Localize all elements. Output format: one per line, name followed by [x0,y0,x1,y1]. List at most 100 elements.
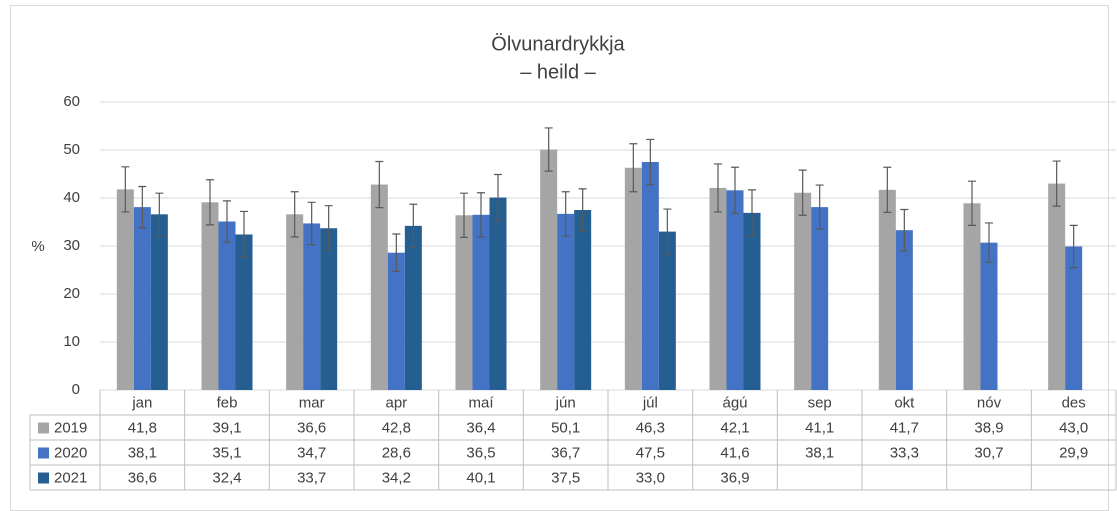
x-tick-label: jan [131,394,152,411]
error-bar [968,180,976,226]
table-value: 50,1 [551,419,580,436]
bar [235,234,253,390]
error-bar [206,179,214,226]
x-tick-label: ágú [722,394,747,411]
table-value: 29,9 [1059,444,1088,461]
bar [794,192,812,390]
bar [150,214,168,390]
chart-title: Ölvunardrykkja [491,33,625,55]
table-value: 46,3 [636,419,665,436]
x-tick-label: feb [217,394,238,411]
table-value: 33,3 [890,444,919,461]
chart-subtitle: – heild – [520,61,596,83]
y-tick-label: 20 [63,285,80,302]
error-bar [544,127,553,172]
y-axis-label: % [31,238,44,255]
legend-key [38,447,49,459]
table-value: 40,1 [466,469,495,486]
bar [286,214,304,390]
bar [709,187,727,390]
error-bar [798,169,807,216]
bar [1048,183,1066,390]
table-value: 39,1 [212,419,241,436]
table-value: 35,1 [212,444,241,461]
error-bar [392,233,401,273]
error-bar [494,173,502,222]
error-bar [477,192,485,238]
table-value: 36,6 [128,469,157,486]
table-value: 41,6 [720,444,749,461]
y-tick-label: 60 [63,93,80,110]
table-value: 42,8 [382,419,411,436]
table-value: 38,1 [128,444,157,461]
x-tick-label: apr [385,394,407,411]
bar [574,210,592,390]
x-tick-label: sep [808,394,832,411]
bar [116,189,134,390]
bar [557,213,575,390]
y-tick-label: 30 [63,237,80,254]
bar [472,214,490,390]
table-value: 34,2 [382,469,411,486]
error-bar [883,166,892,213]
table-value: 38,1 [805,444,834,461]
table-value: 36,5 [466,444,495,461]
error-bar [1069,224,1078,269]
bar [455,215,473,390]
bar [1065,246,1083,390]
table-value: 30,7 [974,444,1003,461]
error-bar [629,143,638,193]
table-value: 47,5 [636,444,665,461]
x-tick-label: okt [894,394,915,411]
error-bar [121,166,130,213]
table-value: 41,1 [805,419,834,436]
bar [726,190,744,390]
x-tick-label: mar [299,394,325,411]
error-bar [815,184,824,230]
legend-label: 2021 [54,469,87,486]
bar [387,252,405,390]
bar [489,197,507,390]
legend-key [38,422,49,434]
bar [641,162,659,390]
table-value: 42,1 [720,419,749,436]
error-bar [223,200,231,243]
table-value: 41,8 [128,419,157,436]
bar [303,223,321,390]
table-value: 34,7 [297,444,326,461]
bar [624,167,642,390]
error-bar [578,188,587,232]
table-value: 28,6 [382,444,411,461]
bar [404,225,422,390]
bar [370,184,388,390]
error-bar [646,138,655,186]
bar [133,207,151,390]
error-bar [1052,160,1061,207]
error-bar [748,189,756,237]
y-tick-label: 40 [63,189,80,206]
error-bar [324,205,333,252]
error-bar [460,192,468,238]
x-tick-label: jún [555,394,576,411]
bar [201,202,219,390]
bar [811,207,829,390]
error-bar [375,160,384,209]
bar [320,228,338,390]
error-bar [307,201,316,246]
y-tick-label: 10 [63,333,80,350]
bar [743,212,761,390]
bar [963,203,981,390]
error-bar [409,203,418,249]
table-value: 38,9 [974,419,1003,436]
y-tick-label: 0 [72,381,80,398]
table-value: 36,7 [551,444,580,461]
bar [878,189,896,390]
error-bar [900,208,909,252]
table-value: 32,4 [212,469,241,486]
bar [540,149,558,390]
table-value: 36,4 [466,419,495,436]
y-tick-label: 50 [63,141,80,158]
error-bar [561,191,570,237]
table-value: 43,0 [1059,419,1088,436]
bar [895,230,913,390]
